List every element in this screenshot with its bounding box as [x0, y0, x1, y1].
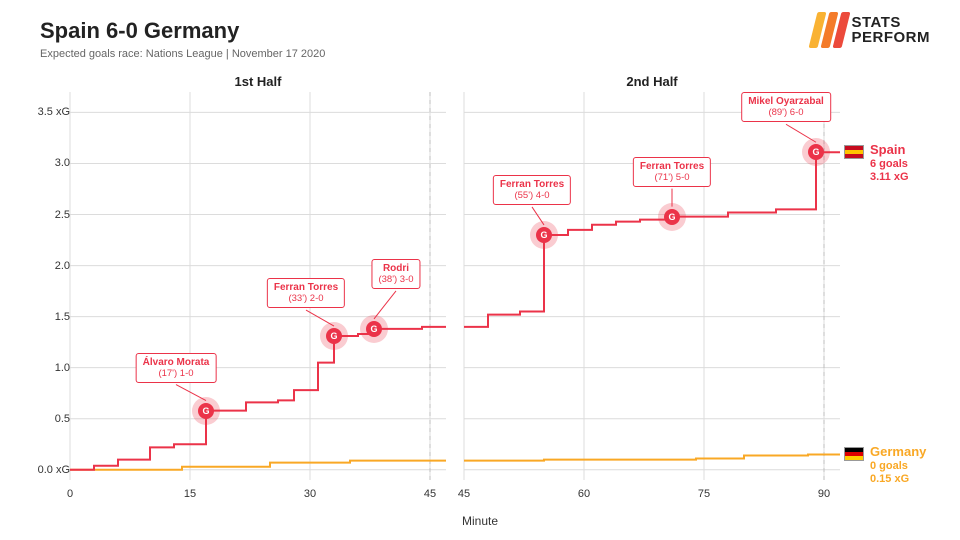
x-tick-label: 75	[698, 488, 710, 500]
goal-marker: G	[192, 397, 220, 425]
y-tick-label: 1.5	[20, 311, 70, 323]
y-tick-label: 3.0	[20, 157, 70, 169]
y-tick-label: 1.0	[20, 362, 70, 374]
x-tick-label: 45	[458, 488, 470, 500]
goal-marker: G	[658, 203, 686, 231]
goal-label: Ferran Torres(71') 5-0	[633, 157, 711, 187]
x-tick-label: 0	[67, 488, 73, 500]
goal-marker: G	[320, 322, 348, 350]
y-tick-label: 2.0	[20, 260, 70, 272]
logo-text: STATS PERFORM	[852, 15, 931, 45]
stats-perform-logo: STATS PERFORM	[813, 12, 931, 48]
chart-title: Spain 6-0 Germany	[40, 18, 325, 44]
x-tick-label: 60	[578, 488, 590, 500]
goal-label: Rodri(38') 3-0	[371, 259, 420, 289]
chart-panel: 45607590GFerran Torres(55') 4-0GFerran T…	[464, 92, 840, 480]
goal-label: Álvaro Morata(17') 1-0	[136, 353, 217, 383]
spain-end-label: Spain6 goals3.11 xG	[870, 142, 909, 184]
chart-panel: 0153045GÁlvaro Morata(17') 1-0GFerran To…	[70, 92, 446, 480]
x-tick-label: 45	[424, 488, 436, 500]
germany-line	[464, 454, 840, 460]
chart-subtitle: Expected goals race: Nations League | No…	[40, 48, 325, 60]
panel-title-2: 2nd Half	[626, 74, 677, 89]
goal-label: Mikel Oyarzabal(89') 6-0	[741, 92, 831, 122]
goal-label: Ferran Torres(55') 4-0	[493, 175, 571, 205]
goal-marker: G	[530, 221, 558, 249]
y-tick-label: 0.0 xG	[20, 464, 70, 476]
goal-marker: G	[360, 315, 388, 343]
panel-title-1: 1st Half	[235, 74, 282, 89]
spain-flag-icon	[844, 145, 864, 159]
y-tick-label: 3.5 xG	[20, 106, 70, 118]
x-tick-label: 90	[818, 488, 830, 500]
x-tick-label: 30	[304, 488, 316, 500]
goal-label: Ferran Torres(33') 2-0	[267, 278, 345, 308]
plot-svg	[464, 92, 840, 480]
logo-bars	[813, 12, 846, 48]
germany-flag-icon	[844, 447, 864, 461]
y-axis: 0.0 xG 0.5 1.0 1.5 2.0 2.5 3.0 3.5 xG	[20, 92, 70, 480]
y-tick-label: 0.5	[20, 413, 70, 425]
y-tick-label: 2.5	[20, 209, 70, 221]
x-axis-label: Minute	[462, 514, 498, 528]
chart-area: 0153045GÁlvaro Morata(17') 1-0GFerran To…	[70, 92, 840, 480]
germany-end-label: Germany0 goals0.15 xG	[870, 444, 926, 486]
spain-line	[70, 327, 446, 470]
chart-header: Spain 6-0 Germany Expected goals race: N…	[40, 18, 325, 60]
goal-marker: G	[802, 138, 830, 166]
x-tick-label: 15	[184, 488, 196, 500]
germany-line	[70, 461, 446, 470]
